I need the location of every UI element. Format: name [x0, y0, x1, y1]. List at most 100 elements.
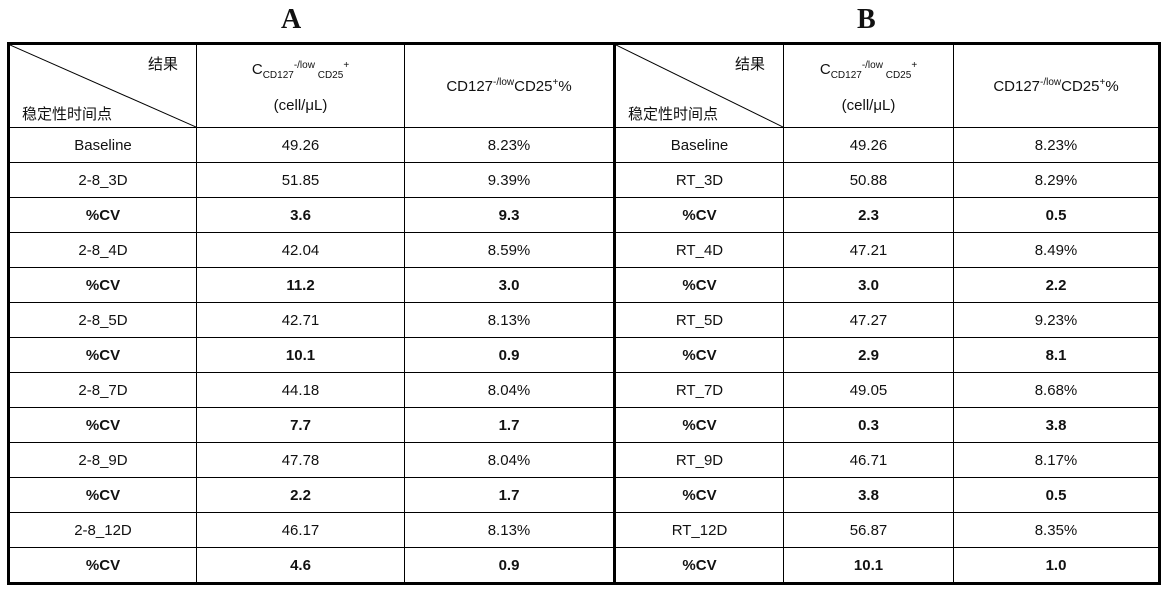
timepoint-row: RT_4D 47.21 8.49% — [614, 232, 1160, 268]
corner-result-label: 结果 — [734, 56, 765, 73]
percentage-cell: 8.29% — [953, 162, 1160, 198]
percentage-cell: 0.9 — [404, 547, 615, 584]
timepoint-row: 2-8_12D 46.17 8.13% — [8, 512, 615, 548]
timepoint-cell: Baseline — [8, 127, 197, 163]
percentage-header: CD127-/lowCD25+% — [404, 43, 615, 128]
percentage-cell: 8.04% — [404, 372, 615, 408]
corner-header-cell: 结果稳定性时间点 — [614, 43, 784, 128]
cv-row: %CV 10.1 1.0 — [614, 547, 1160, 584]
concentration-cell: 46.17 — [196, 512, 405, 548]
timepoint-cell: %CV — [614, 477, 784, 513]
cv-row: %CV 4.6 0.9 — [8, 547, 615, 584]
concentration-cell: 50.88 — [783, 162, 954, 198]
timepoint-cell: 2-8_5D — [8, 302, 197, 338]
timepoint-row: Baseline 49.26 8.23% — [8, 127, 615, 163]
percentage-cell: 1.0 — [953, 547, 1160, 584]
timepoint-row: RT_9D 46.71 8.17% — [614, 442, 1160, 478]
timepoint-row: 2-8_4D 42.04 8.59% — [8, 232, 615, 268]
timepoint-cell: 2-8_9D — [8, 442, 197, 478]
concentration-header-unit: (cell/μL) — [273, 97, 328, 114]
timepoint-cell: 2-8_12D — [8, 512, 197, 548]
corner-timepoint-label: 稳定性时间点 — [628, 106, 719, 123]
timepoint-cell: 2-8_4D — [8, 232, 197, 268]
concentration-cell: 46.71 — [783, 442, 954, 478]
concentration-cell: 42.71 — [196, 302, 405, 338]
timepoint-cell: %CV — [8, 197, 197, 233]
concentration-cell: 42.04 — [196, 232, 405, 268]
percentage-cell: 8.49% — [953, 232, 1160, 268]
percentage-cell: 3.8 — [953, 407, 1160, 443]
concentration-cell: 2.2 — [196, 477, 405, 513]
concentration-cell: 11.2 — [196, 267, 405, 303]
concentration-cell: 51.85 — [196, 162, 405, 198]
percentage-cell: 0.5 — [953, 197, 1160, 233]
cv-row: %CV 2.2 1.7 — [8, 477, 615, 513]
timepoint-cell: RT_9D — [614, 442, 784, 478]
concentration-header-title: CCD127-/low CD25+ — [819, 60, 918, 81]
percentage-cell: 1.7 — [404, 477, 615, 513]
concentration-cell: 2.9 — [783, 337, 954, 373]
diagonal-divider — [10, 45, 196, 127]
percentage-cell: 8.23% — [953, 127, 1160, 163]
timepoint-cell: %CV — [8, 337, 197, 373]
cv-row: %CV 3.6 9.3 — [8, 197, 615, 233]
concentration-cell: 0.3 — [783, 407, 954, 443]
timepoint-cell: %CV — [8, 267, 197, 303]
timepoint-row: RT_5D 47.27 9.23% — [614, 302, 1160, 338]
cv-row: %CV 7.7 1.7 — [8, 407, 615, 443]
stability-table-a: 结果稳定性时间点 CCD127-/low CD25+ (cell/μL) CD127-… — [7, 42, 616, 585]
percentage-cell: 8.13% — [404, 512, 615, 548]
cv-row: %CV 0.3 3.8 — [614, 407, 1160, 443]
corner-result-label: 结果 — [147, 56, 178, 73]
concentration-cell: 4.6 — [196, 547, 405, 584]
corner-header-cell: 结果稳定性时间点 — [8, 43, 197, 128]
concentration-cell: 47.78 — [196, 442, 405, 478]
percentage-cell: 3.0 — [404, 267, 615, 303]
timepoint-cell: %CV — [8, 547, 197, 584]
concentration-cell: 2.3 — [783, 197, 954, 233]
concentration-cell: 3.0 — [783, 267, 954, 303]
concentration-cell: 44.18 — [196, 372, 405, 408]
panel-b-label: B — [857, 4, 876, 35]
percentage-cell: 8.04% — [404, 442, 615, 478]
header-row: 结果稳定性时间点 CCD127-/low CD25+ (cell/μL) CD127-… — [8, 43, 615, 128]
timepoint-cell: %CV — [614, 337, 784, 373]
percentage-cell: 9.3 — [404, 197, 615, 233]
concentration-header: CCD127-/low CD25+ (cell/μL) — [783, 43, 954, 128]
timepoint-row: 2-8_3D 51.85 9.39% — [8, 162, 615, 198]
percentage-cell: 9.39% — [404, 162, 615, 198]
timepoint-cell: RT_4D — [614, 232, 784, 268]
timepoint-row: 2-8_9D 47.78 8.04% — [8, 442, 615, 478]
concentration-cell: 49.05 — [783, 372, 954, 408]
timepoint-cell: RT_7D — [614, 372, 784, 408]
concentration-cell: 47.21 — [783, 232, 954, 268]
percentage-cell: 0.9 — [404, 337, 615, 373]
panel-a-label: A — [281, 4, 302, 35]
percentage-cell: 8.17% — [953, 442, 1160, 478]
timepoint-row: RT_3D 50.88 8.29% — [614, 162, 1160, 198]
timepoint-cell: %CV — [614, 267, 784, 303]
header-row: 结果稳定性时间点 CCD127-/low CD25+ (cell/μL) CD127-… — [614, 43, 1160, 128]
percentage-cell: 8.1 — [953, 337, 1160, 373]
timepoint-cell: %CV — [614, 197, 784, 233]
concentration-cell: 3.8 — [783, 477, 954, 513]
concentration-header: CCD127-/low CD25+ (cell/μL) — [196, 43, 405, 128]
cv-row: %CV 3.8 0.5 — [614, 477, 1160, 513]
concentration-header-title: CCD127-/low CD25+ — [251, 60, 350, 81]
concentration-cell: 49.26 — [783, 127, 954, 163]
timepoint-cell: %CV — [8, 477, 197, 513]
concentration-cell: 10.1 — [783, 547, 954, 584]
cv-row: %CV 3.0 2.2 — [614, 267, 1160, 303]
percentage-cell: 8.23% — [404, 127, 615, 163]
cv-row: %CV 2.3 0.5 — [614, 197, 1160, 233]
corner-timepoint-label: 稳定性时间点 — [22, 106, 113, 123]
stability-table-b: 结果稳定性时间点 CCD127-/low CD25+ (cell/μL) CD127-… — [613, 42, 1161, 585]
cv-row: %CV 11.2 3.0 — [8, 267, 615, 303]
cv-row: %CV 10.1 0.9 — [8, 337, 615, 373]
percentage-cell: 8.13% — [404, 302, 615, 338]
percentage-header: CD127-/lowCD25+% — [953, 43, 1160, 128]
timepoint-row: 2-8_7D 44.18 8.04% — [8, 372, 615, 408]
timepoint-cell: RT_5D — [614, 302, 784, 338]
concentration-header-unit: (cell/μL) — [841, 97, 896, 114]
cv-row: %CV 2.9 8.1 — [614, 337, 1160, 373]
